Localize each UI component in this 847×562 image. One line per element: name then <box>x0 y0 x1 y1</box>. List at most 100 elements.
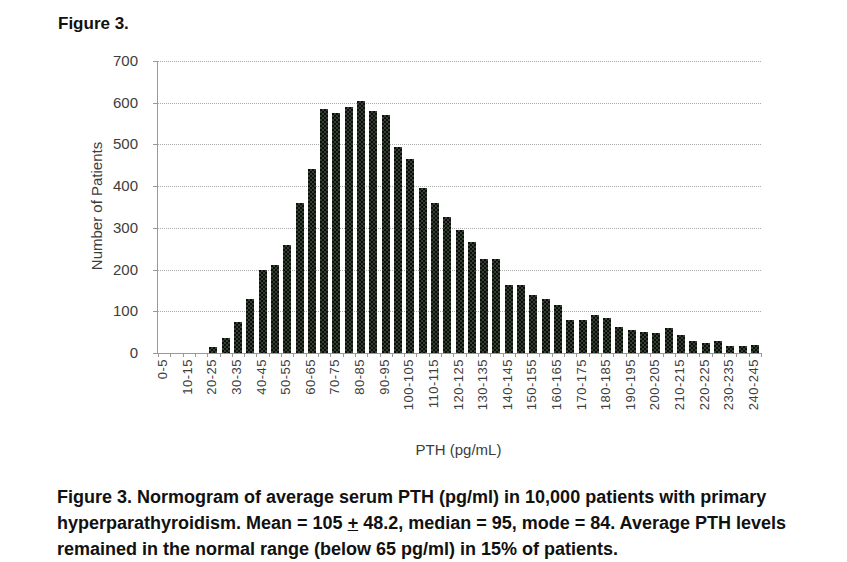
gridline <box>158 228 761 229</box>
y-tick-label: 0 <box>88 345 138 361</box>
x-tick-label: 120-125 <box>451 359 466 410</box>
x-tick-label: 200-205 <box>647 359 662 410</box>
histogram-bar <box>296 203 304 353</box>
x-tick-label: 20-25 <box>204 359 219 395</box>
histogram-bar <box>689 341 697 353</box>
histogram-bar <box>357 101 365 353</box>
x-tick-label: 130-135 <box>475 359 490 410</box>
y-tick <box>153 311 158 312</box>
histogram-bar <box>529 295 537 353</box>
histogram-bar <box>320 109 328 353</box>
histogram-bar <box>505 285 513 353</box>
x-tick-label: 140-145 <box>500 359 515 410</box>
histogram-bar <box>554 305 562 353</box>
x-tick-label: 10-15 <box>180 359 195 395</box>
x-tick-label: 70-75 <box>327 359 342 395</box>
x-tick-label: 100-105 <box>401 359 416 410</box>
histogram-bar <box>382 115 390 353</box>
gridline <box>158 186 761 187</box>
histogram-bar <box>517 285 525 353</box>
histogram-bar <box>480 259 488 353</box>
caption-line-1: Figure 3. Normogram of average serum PTH… <box>57 487 766 507</box>
histogram-bar <box>739 346 747 353</box>
x-tick-label: 230-235 <box>721 359 736 410</box>
x-tick-label: 30-35 <box>229 359 244 395</box>
y-axis-labels: 0100200300400500600700 <box>88 61 146 353</box>
histogram-bar <box>615 327 623 353</box>
histogram-bar <box>222 338 230 353</box>
x-axis-labels: 0-5 10-15 20-25 30-35 40-45 50-55 60-65 70-75 80… <box>157 357 760 441</box>
x-tick <box>761 353 762 357</box>
document-page: Figure 3. Number of Patients 01002003004… <box>0 0 847 562</box>
histogram-bar <box>456 230 464 353</box>
x-tick-label: 40-45 <box>254 359 269 395</box>
histogram-bar <box>603 318 611 353</box>
gridline <box>158 103 761 104</box>
x-axis-title: PTH (pg/mL) <box>157 441 760 458</box>
y-tick <box>153 186 158 187</box>
histogram-bar <box>332 113 340 353</box>
y-tick <box>153 270 158 271</box>
histogram-bar <box>308 169 316 353</box>
histogram-bar <box>431 203 439 353</box>
gridline <box>158 61 761 62</box>
histogram-bar <box>394 147 402 353</box>
histogram-bar <box>628 330 636 353</box>
histogram-bar <box>492 259 500 353</box>
histogram-bar <box>283 245 291 353</box>
histogram-bar <box>246 299 254 353</box>
histogram-bar <box>209 347 217 353</box>
histogram-bar <box>677 335 685 353</box>
y-tick <box>153 228 158 229</box>
y-tick-label: 400 <box>88 178 138 194</box>
gridline <box>158 144 761 145</box>
histogram-bar <box>468 242 476 353</box>
y-tick-label: 500 <box>88 136 138 152</box>
gridline <box>158 353 761 354</box>
y-tick-label: 600 <box>88 95 138 111</box>
histogram-bar <box>443 217 451 353</box>
x-tick-label: 0-5 <box>155 359 170 379</box>
x-tick-label: 50-55 <box>278 359 293 395</box>
histogram-bar <box>665 328 673 353</box>
histogram-bar <box>591 315 599 353</box>
histogram-bar <box>579 320 587 353</box>
x-tick-label: 190-195 <box>623 359 638 410</box>
x-tick-label: 240-245 <box>746 359 761 410</box>
x-tick-label: 210-215 <box>672 359 687 410</box>
x-tick-label: 110-115 <box>426 359 441 408</box>
histogram-bar <box>271 265 279 353</box>
x-tick-label: 160-165 <box>549 359 564 410</box>
histogram-bar <box>419 188 427 353</box>
x-tick-label: 60-65 <box>303 359 318 395</box>
histogram-bar <box>652 333 660 353</box>
plus-minus-symbol: + <box>348 513 359 533</box>
histogram-bar <box>714 341 722 354</box>
histogram-bar <box>345 107 353 353</box>
histogram-bar <box>566 320 574 353</box>
y-tick-label: 200 <box>88 262 138 278</box>
caption-line-2-post: 48.2, median = 95, mode = 84. Average PT… <box>358 513 786 533</box>
caption-line-2-pre: hyperparathyroidism. Mean = 105 <box>57 513 348 533</box>
x-tick-label: 80-85 <box>352 359 367 395</box>
y-tick <box>153 103 158 104</box>
histogram-bar <box>702 343 710 353</box>
figure-label: Figure 3. <box>58 14 129 34</box>
histogram-bar <box>751 345 759 353</box>
histogram-bar <box>369 111 377 353</box>
histogram-bar <box>640 332 648 353</box>
histogram-bar <box>406 159 414 353</box>
x-tick-label: 150-155 <box>524 359 539 410</box>
histogram-bar <box>259 270 267 353</box>
y-tick <box>153 144 158 145</box>
x-tick-label: 220-225 <box>697 359 712 410</box>
y-tick-label: 300 <box>88 220 138 236</box>
plot-area <box>157 61 761 353</box>
histogram-bar <box>726 346 734 354</box>
y-tick-label: 100 <box>88 303 138 319</box>
y-tick <box>153 61 158 62</box>
x-tick-label: 90-95 <box>377 359 392 395</box>
x-tick-label: 180-185 <box>598 359 613 410</box>
x-tick-label: 170-175 <box>574 359 589 410</box>
histogram-bar <box>542 299 550 353</box>
